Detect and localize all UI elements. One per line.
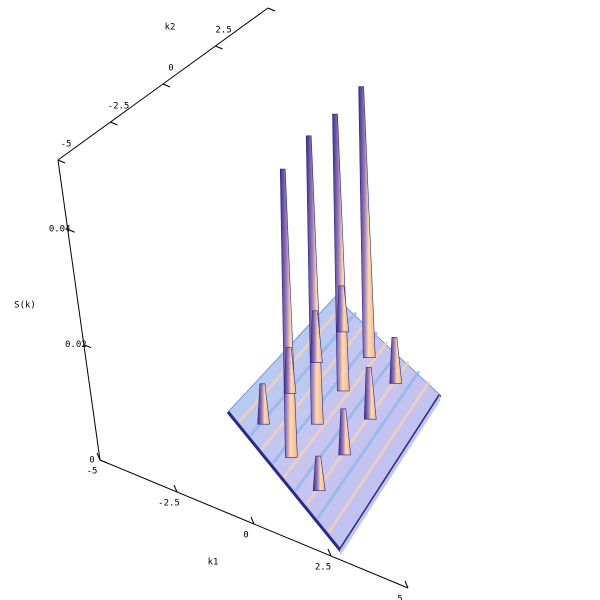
surface bbox=[226, 86, 442, 556]
y-tick bbox=[110, 121, 118, 126]
y-tick bbox=[162, 83, 171, 88]
surface-ridge bbox=[316, 370, 421, 520]
x-tick-label: 2.5 bbox=[315, 563, 331, 573]
z-tick bbox=[67, 228, 75, 233]
x-tick-label: 5 bbox=[397, 595, 402, 600]
surface-side bbox=[340, 395, 440, 556]
y-tick bbox=[57, 159, 66, 164]
surface-ridge bbox=[282, 341, 389, 478]
z-tick-label: 0.04 bbox=[49, 225, 71, 235]
x-tick-label: -5 bbox=[87, 467, 98, 477]
peak bbox=[310, 310, 323, 364]
y-tick-label: 0 bbox=[168, 64, 173, 74]
peak bbox=[358, 86, 376, 359]
peak bbox=[283, 347, 297, 394]
peak bbox=[312, 455, 326, 492]
z-tick bbox=[99, 459, 108, 464]
x-axis-label: k1 bbox=[208, 558, 219, 568]
peak bbox=[336, 285, 350, 333]
y-tick bbox=[215, 45, 223, 50]
peak bbox=[389, 337, 403, 384]
peak bbox=[338, 408, 352, 456]
x-tick bbox=[250, 516, 255, 525]
z-tick-label: 0.02 bbox=[65, 340, 87, 350]
y-tick-label: -2.5 bbox=[108, 102, 130, 112]
y-axis-label: k2 bbox=[165, 23, 176, 33]
x-tick bbox=[327, 548, 332, 557]
x-tick-label: -2.5 bbox=[158, 499, 180, 509]
x-tick bbox=[173, 484, 178, 493]
z-axis-label: S(k) bbox=[14, 301, 36, 311]
x-tick bbox=[404, 580, 409, 589]
x-tick-label: 0 bbox=[243, 531, 248, 541]
y-tick-label: 2.5 bbox=[215, 26, 231, 36]
peak bbox=[363, 367, 377, 420]
y-tick-label: -5 bbox=[61, 140, 72, 150]
z-tick-label: 0 bbox=[89, 456, 94, 466]
x-tick bbox=[96, 452, 101, 461]
y-tick bbox=[267, 7, 276, 12]
z-axis bbox=[57, 159, 101, 461]
peak bbox=[257, 383, 270, 425]
surface-ridge bbox=[327, 380, 431, 534]
z-tick bbox=[83, 344, 92, 349]
